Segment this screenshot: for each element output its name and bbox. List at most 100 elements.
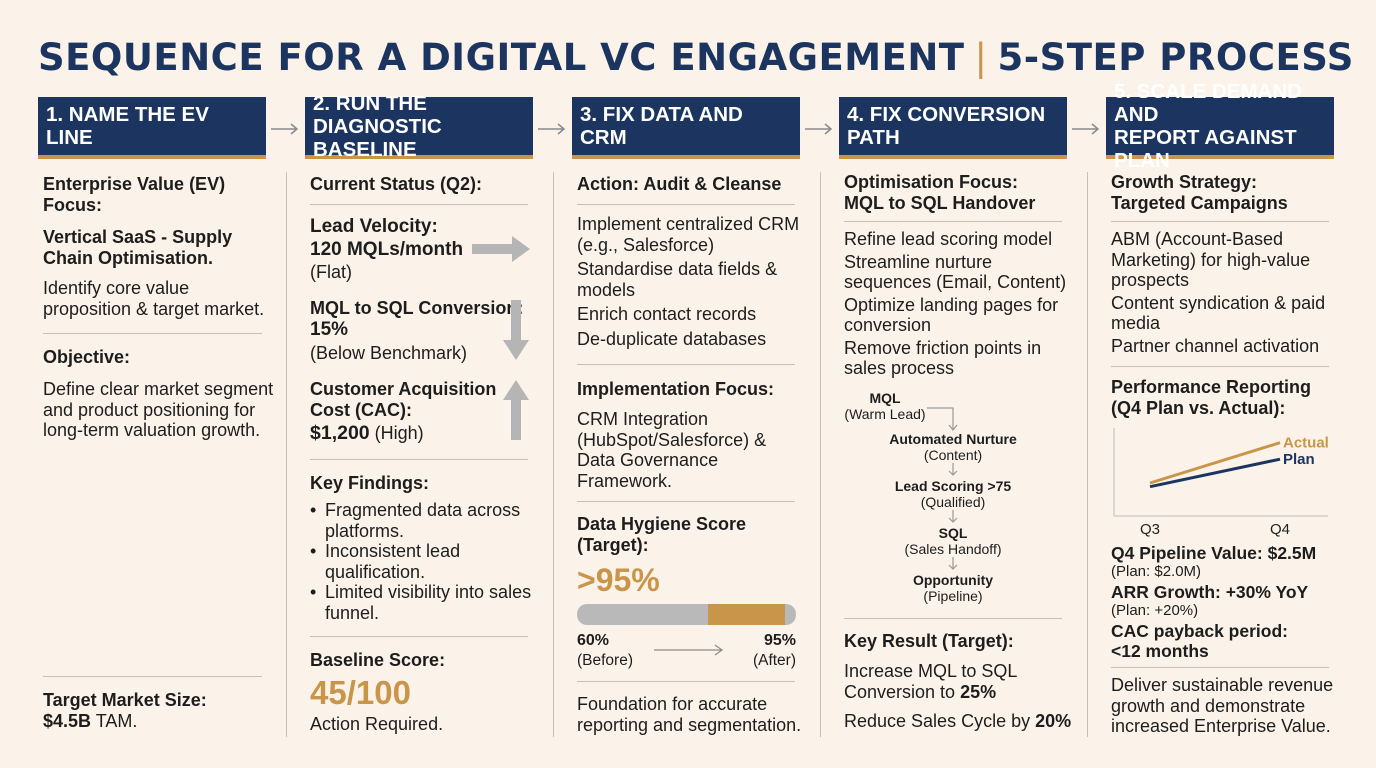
action-line: Implement centralized CRM bbox=[577, 214, 800, 234]
arr-plan: (Plan: +20%) bbox=[1111, 602, 1199, 619]
action-line: Enrich contact records bbox=[577, 304, 757, 324]
step-arrow-icon bbox=[805, 123, 833, 135]
deliver-text: Deliver sustainable revenue growth and d… bbox=[1111, 675, 1333, 737]
market-size: $4.5B TAM. bbox=[43, 711, 137, 732]
chart-legend-plan: Plan bbox=[1283, 451, 1315, 468]
growth-line: prospects bbox=[1111, 270, 1190, 290]
after-value: 95% bbox=[763, 632, 796, 649]
flow-arrow-icon bbox=[948, 557, 958, 570]
action-line: (e.g., Salesforce) bbox=[577, 234, 715, 255]
chart-series-actual-line bbox=[1149, 441, 1281, 485]
growth-strategy-line: Targeted Campaigns bbox=[1111, 192, 1288, 213]
hygiene-progress-fill bbox=[708, 604, 786, 625]
performance-chart: Actual Plan Q3 Q4 bbox=[1113, 428, 1329, 538]
flow-step-name: MQL bbox=[869, 390, 901, 406]
finding-line: funnel. bbox=[325, 602, 380, 623]
ev-focus-label-line: Focus: bbox=[43, 194, 103, 215]
optimisation-focus-line: MQL to SQL Handover bbox=[844, 192, 1036, 213]
ev-focus-label-line: Enterprise Value (EV) bbox=[43, 174, 226, 194]
baseline-score-label: Baseline Score: bbox=[310, 650, 446, 670]
key-result-2: Reduce Sales Cycle by 20% bbox=[844, 711, 1071, 732]
flow-step-note: (Warm Lead) bbox=[844, 406, 926, 422]
flow-step-mql: MQL (Warm Lead) bbox=[843, 390, 927, 422]
implementation-desc: CRM Integration (HubSpot/Salesforce) & D… bbox=[577, 409, 766, 491]
column-divider bbox=[1087, 172, 1088, 737]
section-divider bbox=[310, 459, 528, 460]
title-sub: 5-STEP PROCESS bbox=[997, 36, 1354, 79]
optimisation-focus-line: Optimisation Focus: bbox=[844, 172, 1019, 192]
arrow-down-icon bbox=[503, 300, 529, 360]
market-size-label: Target Market Size: bbox=[43, 690, 207, 710]
cac-payback-line: CAC payback period: bbox=[1111, 621, 1288, 641]
hygiene-score-value: >95% bbox=[577, 562, 660, 598]
foundation-text: Foundation for accurate reporting and se… bbox=[577, 694, 801, 735]
deliver-line: Deliver sustainable revenue bbox=[1111, 675, 1334, 695]
section-divider bbox=[844, 618, 1062, 619]
arrow-right-icon bbox=[472, 236, 530, 262]
hygiene-label-line: (Target): bbox=[577, 534, 649, 555]
conversion-value: 15% bbox=[310, 319, 349, 340]
ev-focus-value-line: Vertical SaaS - Supply bbox=[43, 227, 233, 247]
foundation-line: reporting and segmentation. bbox=[577, 714, 802, 735]
deliver-line: increased Enterprise Value. bbox=[1111, 716, 1331, 736]
market-size-unit: TAM. bbox=[91, 711, 138, 731]
performance-label-line: (Q4 Plan vs. Actual): bbox=[1111, 397, 1286, 418]
section-divider bbox=[577, 681, 795, 682]
optimisation-line: sales process bbox=[844, 358, 955, 378]
step-5-title-line2: REPORT AGAINST PLAN bbox=[1114, 126, 1297, 172]
growth-strategy-line: Growth Strategy: bbox=[1111, 172, 1258, 192]
growth-line: Content syndication & paid bbox=[1111, 292, 1326, 313]
hygiene-progress-bar bbox=[577, 604, 796, 625]
section-divider bbox=[43, 333, 262, 334]
cac-label-line: Cost (CAC): bbox=[310, 399, 412, 420]
lead-velocity-label: Lead Velocity: bbox=[310, 216, 438, 237]
flow-step-note: (Sales Handoff) bbox=[904, 541, 1002, 557]
pipeline-value: Q4 Pipeline Value: $2.5M bbox=[1111, 543, 1317, 563]
step-1-title: 1. NAME THE EV LINE bbox=[46, 103, 209, 149]
baseline-score-note: Action Required. bbox=[310, 714, 444, 734]
implementation-line: CRM Integration bbox=[577, 409, 709, 429]
growth-line: ABM (Account-Based bbox=[1111, 229, 1284, 249]
cac-payback-line: <12 months bbox=[1111, 641, 1209, 661]
cac-value-line: $1,200 (High) bbox=[310, 423, 424, 444]
step-4-title-line2: PATH bbox=[847, 126, 900, 149]
current-status-label: Current Status (Q2): bbox=[310, 174, 483, 194]
flow-step-name: Lead Scoring >75 bbox=[894, 478, 1012, 494]
conversion-note: (Below Benchmark) bbox=[310, 343, 468, 363]
performance-label-line: Performance Reporting bbox=[1111, 377, 1312, 397]
flow-step-name: SQL bbox=[938, 525, 968, 541]
chart-legend-actual: Actual bbox=[1283, 435, 1329, 452]
flow-step-note: (Pipeline) bbox=[923, 588, 983, 604]
key-result-line: Reduce Sales Cycle by bbox=[844, 711, 1036, 731]
optimisation-focus-label: Optimisation Focus: MQL to SQL Handover bbox=[844, 172, 1035, 213]
action-list: Implement centralized CRM (e.g., Salesfo… bbox=[577, 214, 802, 349]
finding-line: Limited visibility into sales bbox=[325, 582, 532, 602]
title-separator: | bbox=[974, 36, 988, 79]
implementation-label: Implementation Focus: bbox=[577, 379, 775, 399]
implementation-line: Data Governance bbox=[577, 450, 719, 470]
finding-line: platforms. bbox=[325, 520, 405, 541]
lead-velocity-note: (Flat) bbox=[310, 262, 352, 282]
step-4-header: 4. FIX CONVERSION PATH bbox=[839, 97, 1067, 159]
deliver-line: growth and demonstrate bbox=[1111, 695, 1306, 716]
section-divider bbox=[577, 204, 795, 205]
ev-focus-desc: Identify core value proposition & target… bbox=[43, 278, 264, 319]
hygiene-label-line: Data Hygiene Score bbox=[577, 514, 747, 534]
flow-step-nurture: Automated Nurture (Content) bbox=[878, 431, 1028, 463]
foundation-line: Foundation for accurate bbox=[577, 694, 768, 714]
section-divider bbox=[43, 676, 262, 677]
ev-focus-desc-line: proposition & target market. bbox=[43, 298, 265, 319]
ev-focus-value-line: Chain Optimisation. bbox=[43, 247, 214, 268]
key-result-value: 25% bbox=[960, 681, 997, 702]
arr-growth: ARR Growth: +30% YoY bbox=[1111, 582, 1309, 602]
key-result-value: 20% bbox=[1035, 711, 1072, 731]
objective-desc-line: Define clear market segment bbox=[43, 379, 274, 399]
section-divider bbox=[310, 636, 528, 637]
action-line: models bbox=[577, 279, 636, 300]
growth-line: Partner channel activation bbox=[1111, 335, 1320, 356]
flow-step-sql: SQL (Sales Handoff) bbox=[878, 525, 1028, 557]
